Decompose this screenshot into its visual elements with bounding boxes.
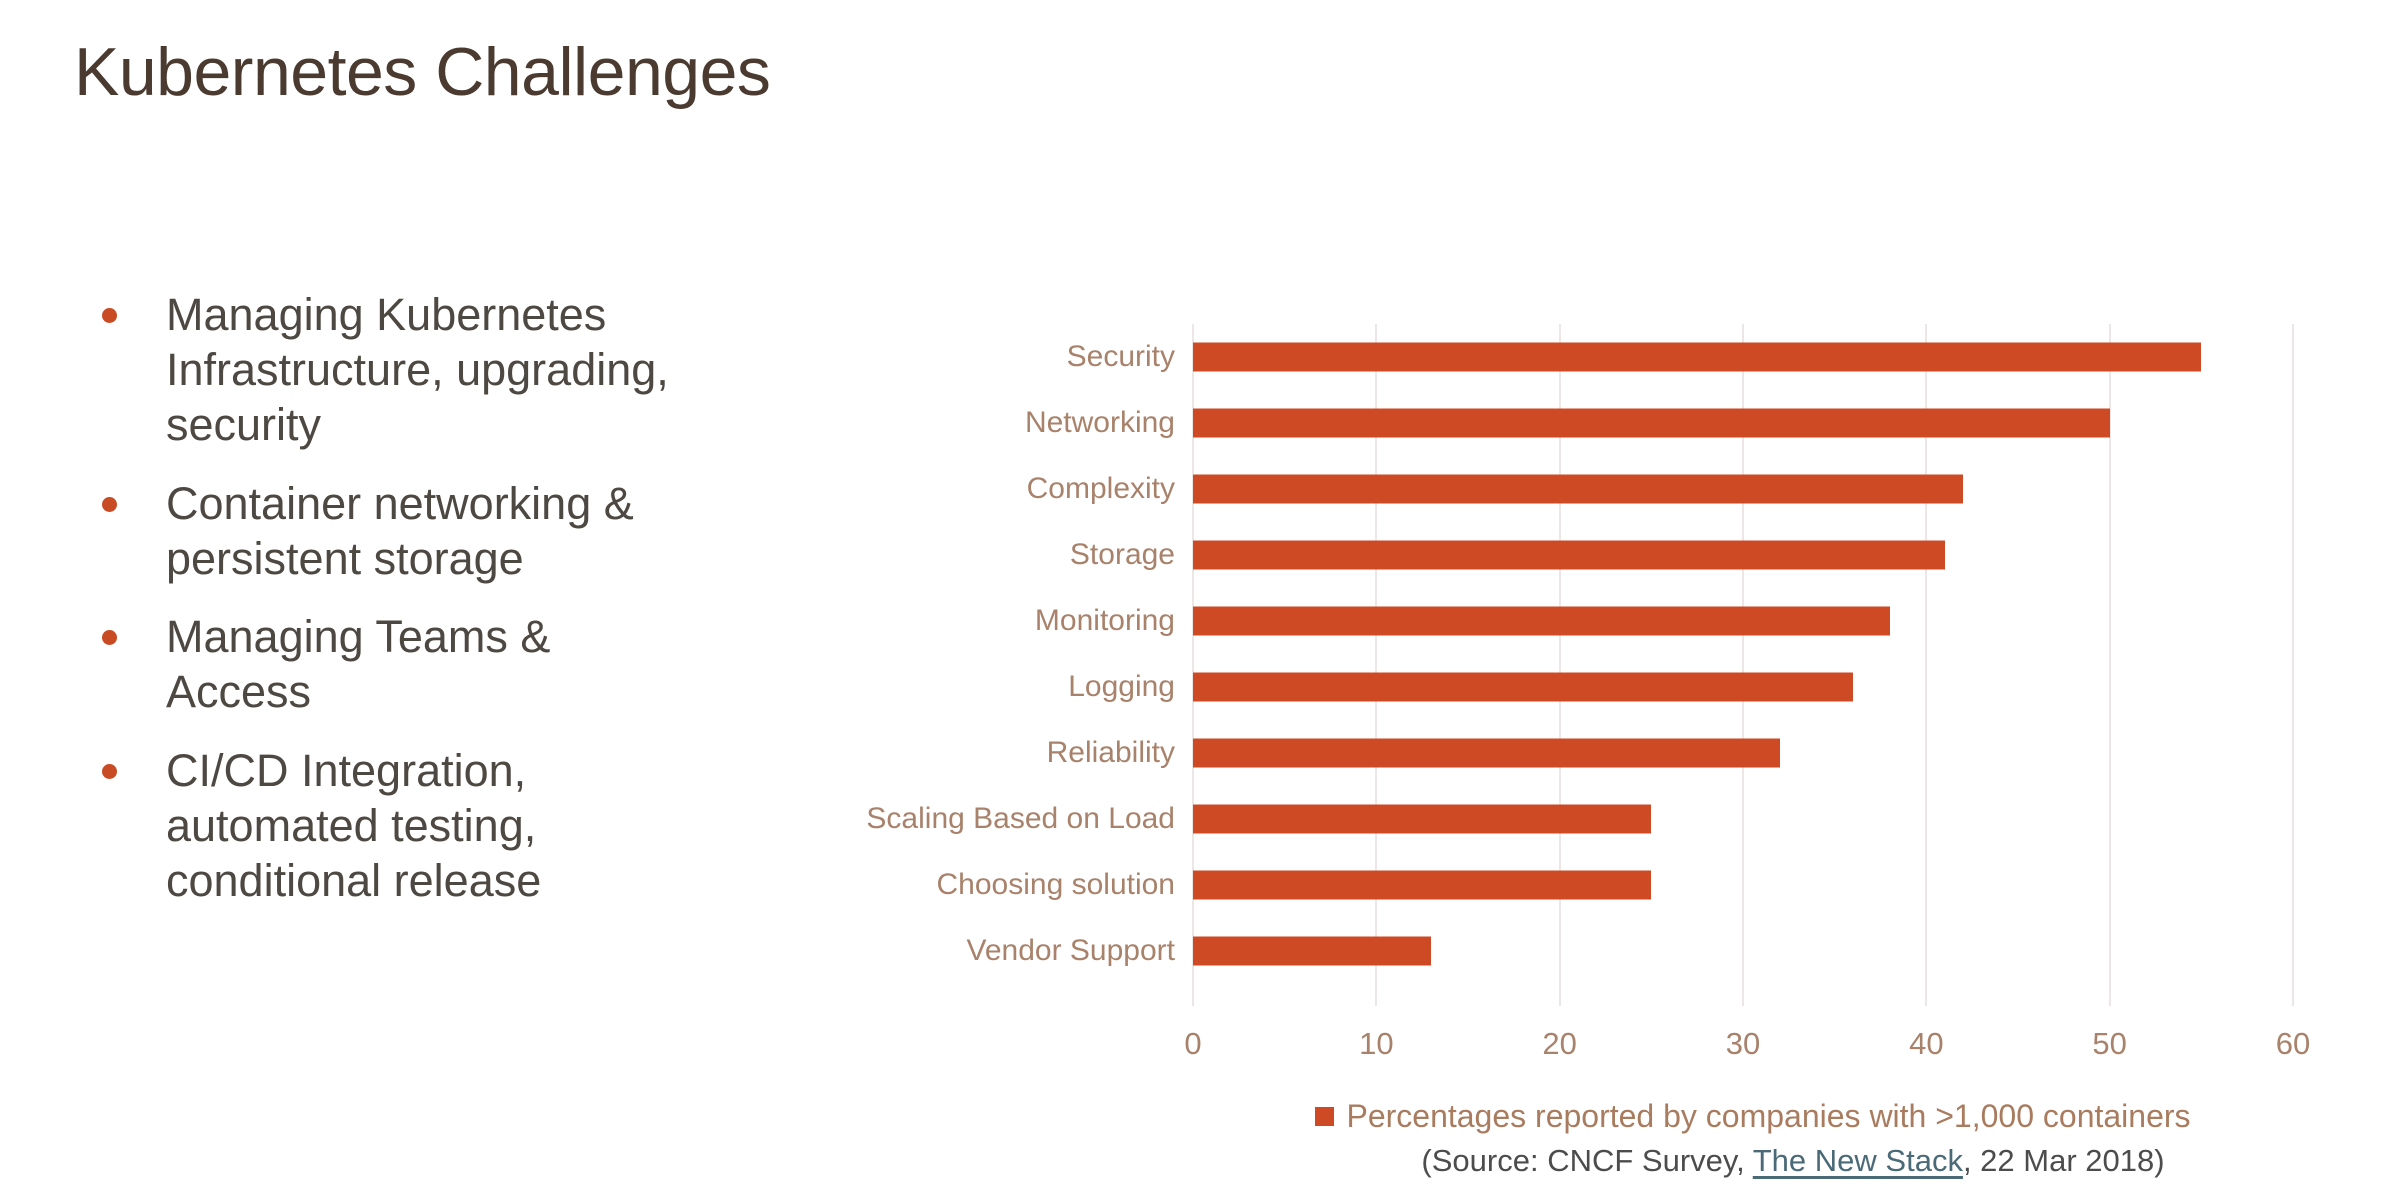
x-tick-label: 50 [2092,1026,2127,1061]
chart-row: Reliability [1047,720,2293,786]
source-link[interactable]: The New Stack [1752,1143,1963,1178]
bar-complexity [1193,474,1963,504]
x-tick-label: 10 [1359,1026,1394,1061]
chart-row: Complexity [1027,456,2293,522]
category-label: Networking [1024,406,1175,439]
x-tick-label: 40 [1909,1026,1944,1061]
gridline [1925,324,1928,1006]
category-label: Monitoring [1034,604,1175,637]
category-label: Vendor Support [966,934,1176,967]
bar-chart: Security Networking Complexity Storage Monit… [845,324,2310,1179]
chart-legend: Percentages reported by companies with >… [1193,1098,2313,1135]
chart-row: Storage [1070,522,2293,588]
x-tick-label: 20 [1542,1026,1577,1061]
bar-networking [1193,408,2110,438]
bar-security [1193,342,2202,372]
category-label: Logging [1068,670,1175,703]
source-prefix: (Source: CNCF Survey, [1421,1143,1753,1178]
category-label: Security [1066,340,1175,373]
gridline [1558,324,1561,1006]
bar-logging [1193,672,1853,702]
category-label: Reliability [1046,736,1175,769]
chart-row: Logging [1068,654,2293,720]
bar-vendor-support [1193,936,1432,966]
x-tick-label: 30 [1725,1026,1761,1061]
bullet-list: Managing Kubernetes Infrastructure, upgr… [100,288,740,933]
bullet-item: Managing Kubernetes Infrastructure, upgr… [100,288,740,453]
chart-rows: Security Networking Complexity Storage Monit… [866,324,2293,984]
bar-scaling-based-on-load [1193,804,1652,834]
chart-row: Scaling Based on Load [866,786,2293,852]
gridline [1742,324,1744,1006]
chart-source: (Source: CNCF Survey, The New Stack, 22 … [1233,1143,2353,1179]
category-label: Scaling Based on Load [866,802,1175,835]
gridline [1375,324,1378,1006]
bar-storage [1193,540,1945,570]
source-suffix: , 22 Mar 2018) [1962,1143,2165,1178]
bullet-item: CI/CD Integration, automated testing, co… [100,744,740,909]
chart-row: Choosing solution [937,852,2293,918]
legend-swatch-icon [1315,1107,1335,1126]
gridline [2292,324,2294,1006]
bar-choosing-solution [1193,870,1652,900]
gridline [2108,324,2111,1006]
chart-row: Security [1067,324,2293,390]
bullet-item: Container networking & persistent storag… [100,477,740,587]
category-label: Complexity [1026,472,1175,505]
x-tick-label: 0 [1184,1026,1202,1061]
bar-reliability [1193,738,1780,768]
page-title: Kubernetes Challenges [74,34,771,110]
chart-row: Networking [1025,390,2293,456]
chart-plot-area: Security Networking Complexity Storage Monit… [866,324,2294,1006]
category-label: Choosing solution [936,868,1176,901]
x-axis: 0 10 20 30 40 50 60 [1184,1026,2310,1068]
chart-row: Monitoring [1035,588,2293,654]
bar-monitoring [1193,606,1890,636]
x-tick-label: 60 [2275,1026,2311,1061]
gridline [1192,324,1194,1006]
chart-row: Vendor Support [967,918,2293,984]
legend-label: Percentages reported by companies with >… [1346,1098,2191,1134]
category-label: Storage [1069,538,1175,571]
bullet-item: Managing Teams & Access [100,610,740,720]
